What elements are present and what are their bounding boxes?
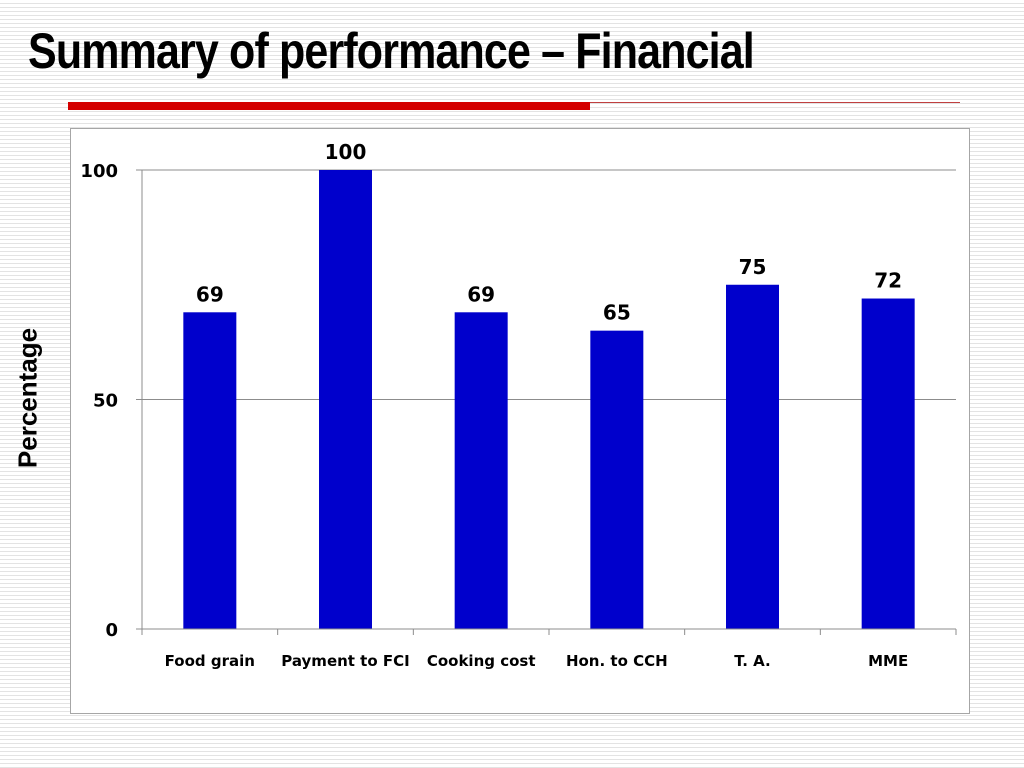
- title-accent-bar: [68, 102, 590, 110]
- bar: [319, 170, 372, 629]
- x-tick-label: Hon. to CCH: [566, 652, 668, 670]
- y-tick-label: 50: [93, 391, 118, 412]
- x-tick-label: Payment to FCI: [281, 652, 409, 670]
- x-tick-label: T. A.: [734, 652, 770, 670]
- slide-title: Summary of performance – Financial: [28, 23, 755, 79]
- y-tick-label: 0: [105, 620, 118, 641]
- bar: [183, 312, 237, 629]
- y-tick-label: 100: [80, 161, 118, 182]
- data-label: 72: [874, 269, 902, 293]
- data-label: 69: [196, 282, 224, 306]
- x-tick-label: MME: [868, 652, 908, 670]
- title-underline-rule: [590, 102, 960, 103]
- bar: [726, 284, 779, 629]
- bar: [861, 298, 915, 629]
- bar: [590, 330, 644, 629]
- x-tick-label: Food grain: [165, 652, 255, 670]
- data-label: 75: [739, 255, 767, 279]
- data-label: 100: [325, 140, 367, 164]
- data-label: 65: [603, 301, 631, 325]
- data-label: 69: [467, 282, 495, 306]
- bar: [454, 312, 508, 629]
- x-tick-label: Cooking cost: [427, 652, 536, 670]
